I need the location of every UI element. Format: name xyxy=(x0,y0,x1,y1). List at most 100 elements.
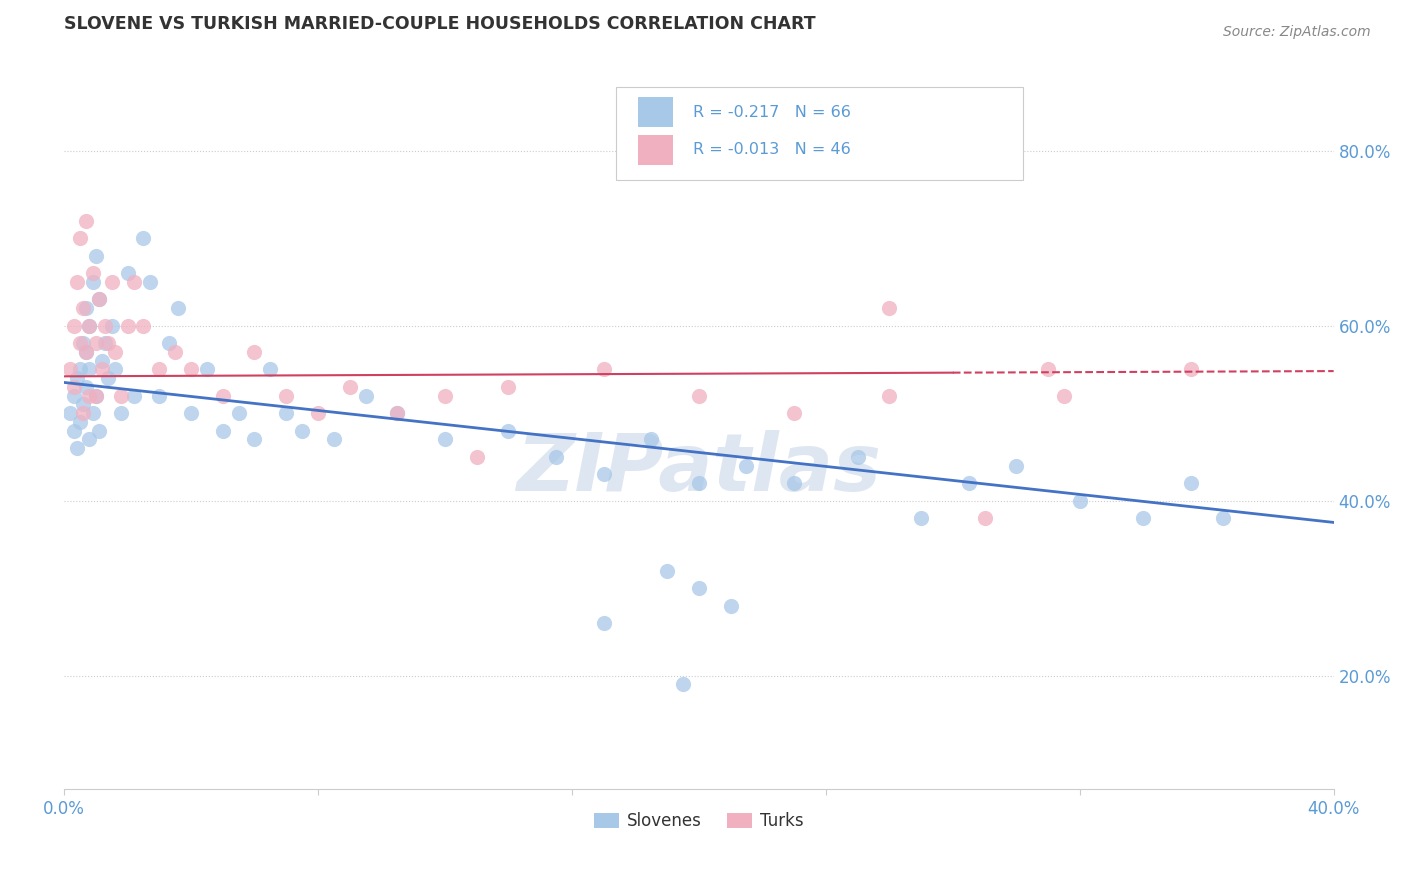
Text: ZIPatlas: ZIPatlas xyxy=(516,431,882,508)
Point xyxy=(110,406,132,420)
Point xyxy=(97,336,120,351)
Point xyxy=(75,380,97,394)
Point xyxy=(180,406,202,420)
Point xyxy=(148,362,170,376)
Point xyxy=(167,301,190,315)
Point xyxy=(165,344,187,359)
Point xyxy=(243,344,266,359)
Point xyxy=(79,433,101,447)
Point xyxy=(66,371,89,385)
Point xyxy=(139,275,162,289)
Point xyxy=(307,406,329,420)
Point xyxy=(94,318,117,333)
Point xyxy=(1053,388,1076,402)
Point xyxy=(69,362,91,376)
Point xyxy=(75,344,97,359)
Point xyxy=(75,301,97,315)
Point xyxy=(91,353,114,368)
Point xyxy=(1069,493,1091,508)
Point xyxy=(79,318,101,333)
Point xyxy=(276,388,298,402)
Point xyxy=(104,344,127,359)
Point xyxy=(84,388,107,402)
Point xyxy=(122,275,145,289)
Point xyxy=(1180,476,1202,491)
FancyBboxPatch shape xyxy=(616,87,1022,179)
Bar xyxy=(638,135,673,165)
Point xyxy=(1132,511,1154,525)
Point xyxy=(276,406,298,420)
Text: R = -0.217   N = 66: R = -0.217 N = 66 xyxy=(693,104,851,120)
Point xyxy=(720,599,742,613)
Text: SLOVENE VS TURKISH MARRIED-COUPLE HOUSEHOLDS CORRELATION CHART: SLOVENE VS TURKISH MARRIED-COUPLE HOUSEH… xyxy=(65,15,815,33)
Point xyxy=(211,424,233,438)
Point xyxy=(211,388,233,402)
Point xyxy=(117,318,139,333)
Point xyxy=(783,406,806,420)
Point xyxy=(387,406,409,420)
Point xyxy=(688,581,710,595)
Point xyxy=(100,318,122,333)
Point xyxy=(195,362,218,376)
Point xyxy=(783,476,806,491)
Point xyxy=(322,433,344,447)
Point xyxy=(59,406,82,420)
Point xyxy=(62,388,84,402)
Point xyxy=(735,458,758,473)
Point xyxy=(75,344,97,359)
Point xyxy=(72,301,94,315)
Point xyxy=(688,476,710,491)
Point xyxy=(433,433,456,447)
Point xyxy=(69,415,91,429)
Point xyxy=(1180,362,1202,376)
Point xyxy=(87,424,110,438)
Point xyxy=(66,275,89,289)
Point xyxy=(132,231,155,245)
Point xyxy=(243,433,266,447)
Point xyxy=(846,450,869,464)
Point xyxy=(94,336,117,351)
Point xyxy=(84,249,107,263)
Point xyxy=(82,406,104,420)
Point xyxy=(62,318,84,333)
Point xyxy=(72,397,94,411)
Point xyxy=(640,433,662,447)
Point xyxy=(910,511,932,525)
Point xyxy=(87,293,110,307)
Point xyxy=(62,380,84,394)
Bar xyxy=(638,97,673,127)
Point xyxy=(433,388,456,402)
Point xyxy=(132,318,155,333)
Point xyxy=(82,266,104,280)
Point xyxy=(82,275,104,289)
Point xyxy=(69,336,91,351)
Point xyxy=(100,275,122,289)
Point xyxy=(973,511,995,525)
Legend: Slovenes, Turks: Slovenes, Turks xyxy=(588,805,811,837)
Point xyxy=(72,406,94,420)
Point xyxy=(465,450,488,464)
Point xyxy=(110,388,132,402)
Point xyxy=(79,318,101,333)
Point xyxy=(1005,458,1028,473)
Point xyxy=(354,388,377,402)
Point xyxy=(148,388,170,402)
Point xyxy=(228,406,250,420)
Point xyxy=(180,362,202,376)
Point xyxy=(84,388,107,402)
Text: R = -0.013   N = 46: R = -0.013 N = 46 xyxy=(693,143,851,157)
Point xyxy=(592,615,614,630)
Point xyxy=(104,362,127,376)
Point xyxy=(75,213,97,227)
Point xyxy=(877,388,900,402)
Point xyxy=(1212,511,1234,525)
Point xyxy=(66,441,89,455)
Point xyxy=(69,231,91,245)
Point xyxy=(688,388,710,402)
Point xyxy=(72,336,94,351)
Point xyxy=(97,371,120,385)
Point xyxy=(498,380,520,394)
Point xyxy=(387,406,409,420)
Text: Source: ZipAtlas.com: Source: ZipAtlas.com xyxy=(1223,25,1371,39)
Point xyxy=(1036,362,1059,376)
